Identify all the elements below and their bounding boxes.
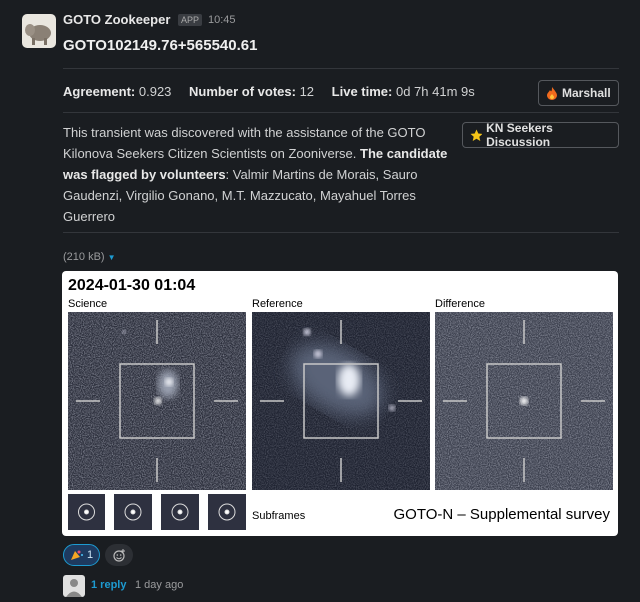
fire-icon bbox=[547, 87, 557, 100]
attached-image[interactable]: 2024-01-30 01:04 Science Reference Diffe… bbox=[62, 271, 618, 536]
science-panel bbox=[68, 312, 246, 490]
kn-button[interactable]: KN Seekers Discussion bbox=[462, 121, 619, 149]
field-label: Live time: bbox=[331, 84, 393, 99]
divider bbox=[63, 68, 619, 69]
field-label: Number of votes: bbox=[189, 84, 296, 99]
subframes bbox=[68, 494, 246, 530]
survey-label: GOTO-N – Supplemental survey bbox=[394, 506, 611, 523]
marshall-button[interactable]: Marshall bbox=[538, 80, 619, 106]
button-label: KN Seekers Discussion bbox=[486, 121, 553, 149]
reply-time: 1 day ago bbox=[135, 579, 184, 591]
button-label: Marshall bbox=[562, 86, 611, 100]
reference-panel bbox=[252, 312, 430, 490]
bold-text: The candidate was flagged by volunteers bbox=[63, 146, 448, 182]
reaction[interactable]: 1 bbox=[63, 544, 100, 566]
volunteers-text: : Valmir Martins de Morais, Sauro Gauden… bbox=[63, 167, 418, 224]
divider bbox=[63, 112, 619, 113]
difference-panel bbox=[435, 312, 613, 490]
add-reaction[interactable] bbox=[105, 544, 133, 566]
file-size-text: (210 kB) bbox=[63, 251, 105, 263]
app-badge: APP bbox=[178, 14, 203, 26]
message-title: GOTO102149.76+565540.61 bbox=[63, 37, 258, 54]
image-date: 2024-01-30 01:04 bbox=[68, 277, 195, 294]
reaction-count: 1 bbox=[86, 549, 94, 561]
field-value: 0d 7h 41m 9s bbox=[395, 84, 475, 99]
subframes-label: Subframes bbox=[252, 510, 306, 522]
reply-count[interactable]: 1 reply bbox=[91, 579, 127, 591]
intro-text: This transient was discovered with the a… bbox=[63, 125, 426, 161]
field-value: 12 bbox=[299, 84, 315, 99]
timestamp[interactable]: 10:45 bbox=[208, 14, 236, 26]
reaction-emoji bbox=[70, 550, 83, 560]
file-size[interactable]: (210 kB) ▼ bbox=[63, 251, 116, 263]
panel-label: Difference bbox=[435, 298, 485, 310]
divider bbox=[63, 232, 619, 233]
panel-label: Reference bbox=[252, 298, 303, 310]
fields: Agreement: 0.923 Number of votes: 12 Liv… bbox=[63, 84, 489, 99]
app-name[interactable]: GOTO Zookeeper bbox=[63, 12, 171, 27]
description: This transient was discovered with the a… bbox=[63, 122, 458, 227]
avatar[interactable] bbox=[22, 14, 56, 48]
star-icon bbox=[470, 129, 483, 141]
field-label: Agreement: bbox=[63, 84, 136, 99]
panel-label: Science bbox=[68, 298, 107, 310]
reply-avatar[interactable] bbox=[63, 575, 85, 597]
field-value: 0.923 bbox=[138, 84, 172, 99]
add-reaction-icon bbox=[113, 549, 125, 562]
